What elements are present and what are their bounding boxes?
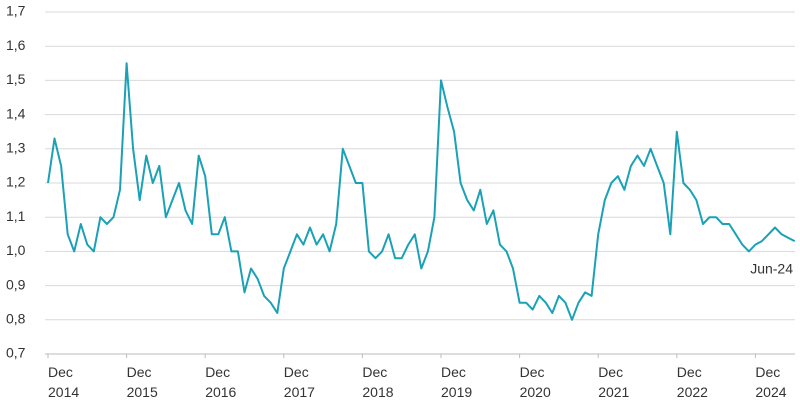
y-tick-label: 1,4 xyxy=(6,105,26,121)
y-tick-label: 1,2 xyxy=(6,174,26,190)
y-tick-label: 1,0 xyxy=(6,242,26,258)
y-tick-label: 0,9 xyxy=(6,276,26,292)
y-tick-label: 1,7 xyxy=(6,3,26,19)
x-tick-label: Dec 2022 xyxy=(676,364,708,400)
x-tick-label: Dec 2024 xyxy=(755,364,787,400)
x-tick-label: Dec 2015 xyxy=(126,364,158,400)
x-tick-label: Dec 2020 xyxy=(519,364,551,400)
y-tick-label: 0,8 xyxy=(6,311,26,327)
x-tick-label: Dec 2018 xyxy=(362,364,394,400)
x-tick-label: Dec 2021 xyxy=(598,364,630,400)
y-tick-label: 1,5 xyxy=(6,71,26,87)
x-tick-label: Dec 2019 xyxy=(441,364,473,400)
annotation: Jun-24 xyxy=(750,261,793,277)
x-tick-label: Dec 2014 xyxy=(48,364,80,400)
y-tick-label: 1,6 xyxy=(6,37,26,53)
line xyxy=(47,62,796,321)
x-tick-label: Dec 2017 xyxy=(283,364,315,400)
y-tick-label: 0,7 xyxy=(6,345,26,361)
x-tick-label: Dec 2016 xyxy=(205,364,237,400)
y-tick-label: 1,3 xyxy=(6,140,26,156)
y-tick-label: 1,1 xyxy=(6,208,26,224)
